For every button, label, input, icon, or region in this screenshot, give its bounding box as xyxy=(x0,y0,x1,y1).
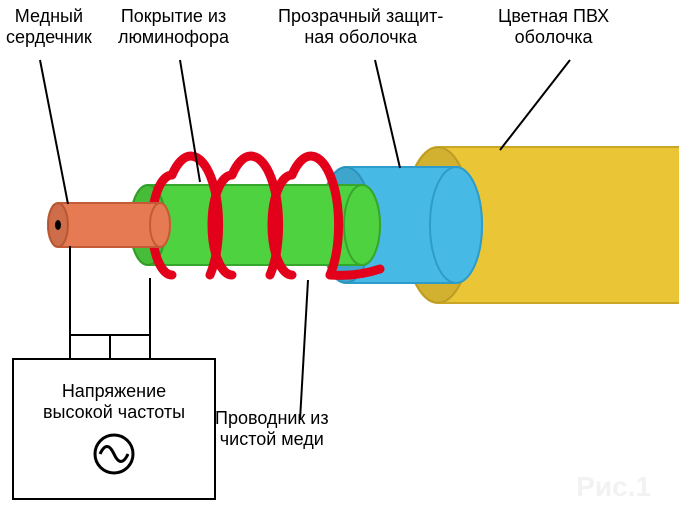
label-transparent-sheath: Прозрачный защит- ная оболочка xyxy=(278,6,443,47)
label-phosphor-coating: Покрытие из люминофора xyxy=(118,6,229,47)
label-copper-core: Медный сердечник xyxy=(6,6,92,47)
high-frequency-voltage-box: Напряжениевысокой частоты xyxy=(12,358,216,500)
sine-wave-icon xyxy=(91,431,137,477)
hv-text: Напряжениевысокой частоты xyxy=(43,381,185,423)
label-pvc-sheath: Цветная ПВХ оболочка xyxy=(498,6,609,47)
label-copper-conductor: Проводник из чистой меди xyxy=(215,408,329,449)
figure-watermark: Рис.1 xyxy=(576,471,651,503)
